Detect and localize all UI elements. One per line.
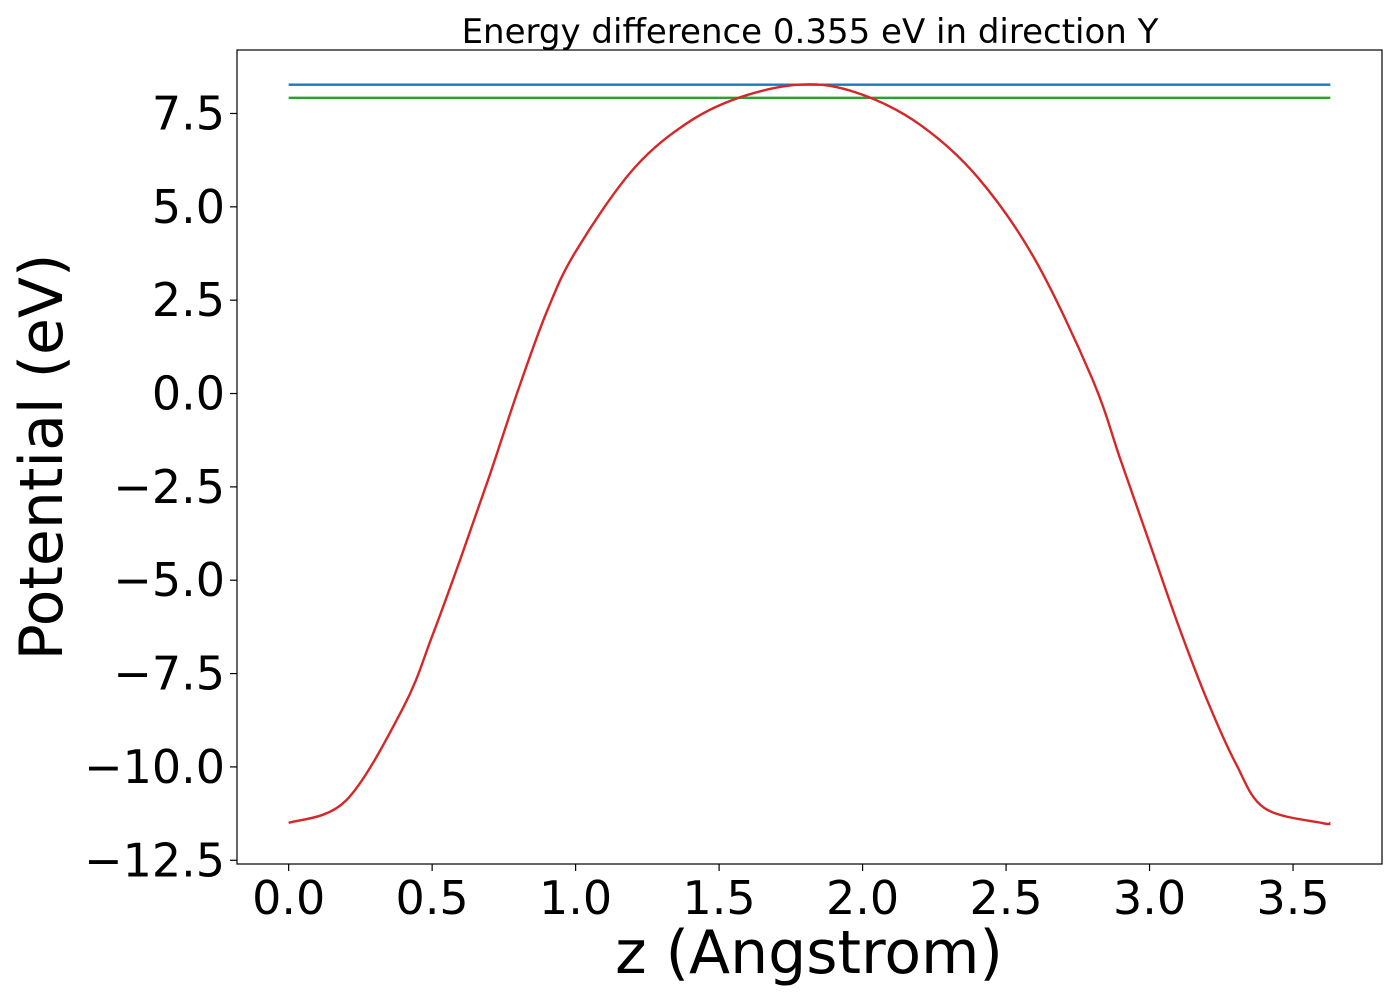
y-tick-label: 2.5 bbox=[152, 273, 225, 327]
x-tick-label: 0.5 bbox=[396, 871, 469, 925]
y-tick-label: −12.5 bbox=[84, 833, 225, 887]
y-tick-label: −7.5 bbox=[113, 647, 225, 701]
y-tick-label: 7.5 bbox=[152, 86, 225, 140]
x-tick-label: 1.5 bbox=[683, 871, 756, 925]
series-line-2 bbox=[288, 83, 1332, 826]
x-axis-ticks: 0.0 0.5 1.0 1.5 2.0 2.5 3.0 3.5 bbox=[252, 864, 1330, 925]
y-tick-label: 5.0 bbox=[152, 180, 225, 234]
y-tick-label: −5.0 bbox=[113, 553, 225, 607]
x-axis-title: z (Angstrom) bbox=[615, 918, 1003, 988]
x-tick-label: 3.0 bbox=[1113, 871, 1186, 925]
x-tick-label: 2.5 bbox=[969, 871, 1042, 925]
chart-title: Energy difference 0.355 eV in direction … bbox=[462, 12, 1159, 52]
plot-area-frame bbox=[236, 49, 1383, 865]
x-tick-label: 2.0 bbox=[826, 871, 899, 925]
x-tick-label: 1.0 bbox=[539, 871, 612, 925]
series-layer bbox=[288, 83, 1332, 826]
x-tick-label: 0.0 bbox=[252, 871, 325, 925]
y-tick-label: −10.0 bbox=[84, 740, 225, 794]
y-tick-label: 0.0 bbox=[152, 367, 225, 421]
y-tick-label: −2.5 bbox=[113, 460, 225, 514]
y-axis-ticks: −12.5 −10.0 −7.5 −5.0 −2.5 0.0 2.5 5.0 7.5 bbox=[84, 86, 237, 887]
x-tick-label: 3.5 bbox=[1256, 871, 1329, 925]
y-axis-title: Potential (eV) bbox=[7, 254, 77, 661]
